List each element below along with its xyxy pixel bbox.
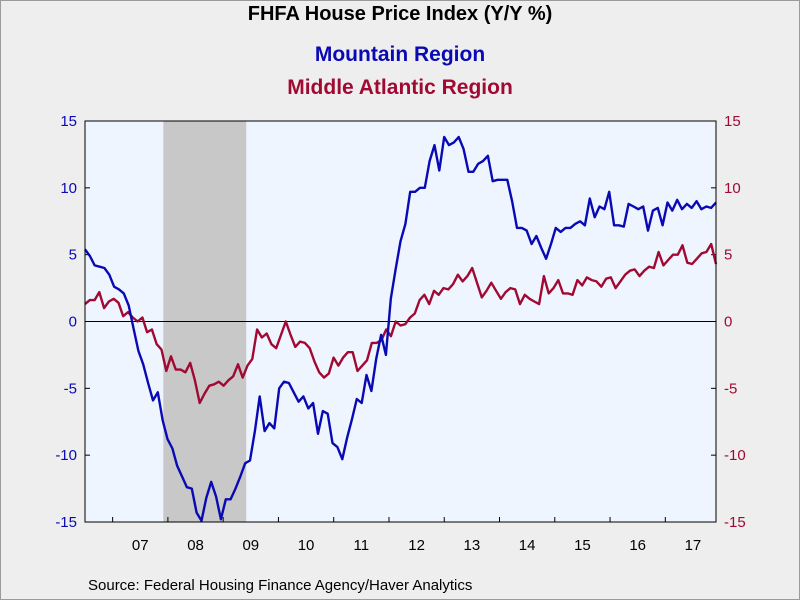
plot-border [84, 120, 717, 523]
left-tick-label: -15 [55, 514, 77, 531]
left-tick-label: 15 [60, 113, 77, 130]
series-line-middle-atlantic [84, 242, 718, 405]
right-tick-label: -5 [724, 380, 737, 397]
x-tick-label: 10 [298, 537, 315, 554]
x-tick-label: 11 [354, 537, 370, 554]
chart-title: FHFA House Price Index (Y/Y %) [247, 3, 553, 25]
source-note: Source: Federal Housing Finance Agency/H… [88, 577, 473, 594]
right-tick-label: -10 [724, 447, 746, 464]
x-tick-label: 17 [685, 537, 702, 554]
x-tick-label: 14 [519, 537, 536, 554]
left-axis: 15 10 5 0 -5 -10 -15 [55, 113, 90, 531]
left-tick-label: -5 [64, 380, 77, 397]
x-tick-label: 12 [408, 537, 425, 554]
right-tick-label: -15 [724, 514, 746, 531]
right-tick-label: 0 [724, 314, 732, 331]
series-title-middle-atlantic: Middle Atlantic Region [287, 76, 513, 99]
x-axis: 07 08 09 10 11 12 13 14 15 16 17 [112, 517, 702, 554]
x-tick-label: 15 [574, 537, 591, 554]
x-tick-label: 08 [187, 537, 204, 554]
left-tick-label: -10 [55, 447, 77, 464]
series-line-mountain [84, 135, 717, 522]
x-tick-label: 09 [242, 537, 259, 554]
right-tick-label: 5 [724, 247, 732, 264]
left-tick-label: 5 [69, 247, 77, 264]
x-tick-label: 16 [629, 537, 646, 554]
left-tick-label: 0 [69, 314, 77, 331]
left-tick-label: 10 [60, 180, 77, 197]
x-tick-label: 07 [132, 537, 149, 554]
right-tick-label: 15 [724, 113, 741, 130]
x-tick-label: 13 [464, 537, 481, 554]
series-title-mountain: Mountain Region [314, 43, 486, 66]
right-axis: 15 10 5 0 -5 -10 -15 [711, 113, 746, 531]
right-tick-label: 10 [724, 180, 741, 197]
